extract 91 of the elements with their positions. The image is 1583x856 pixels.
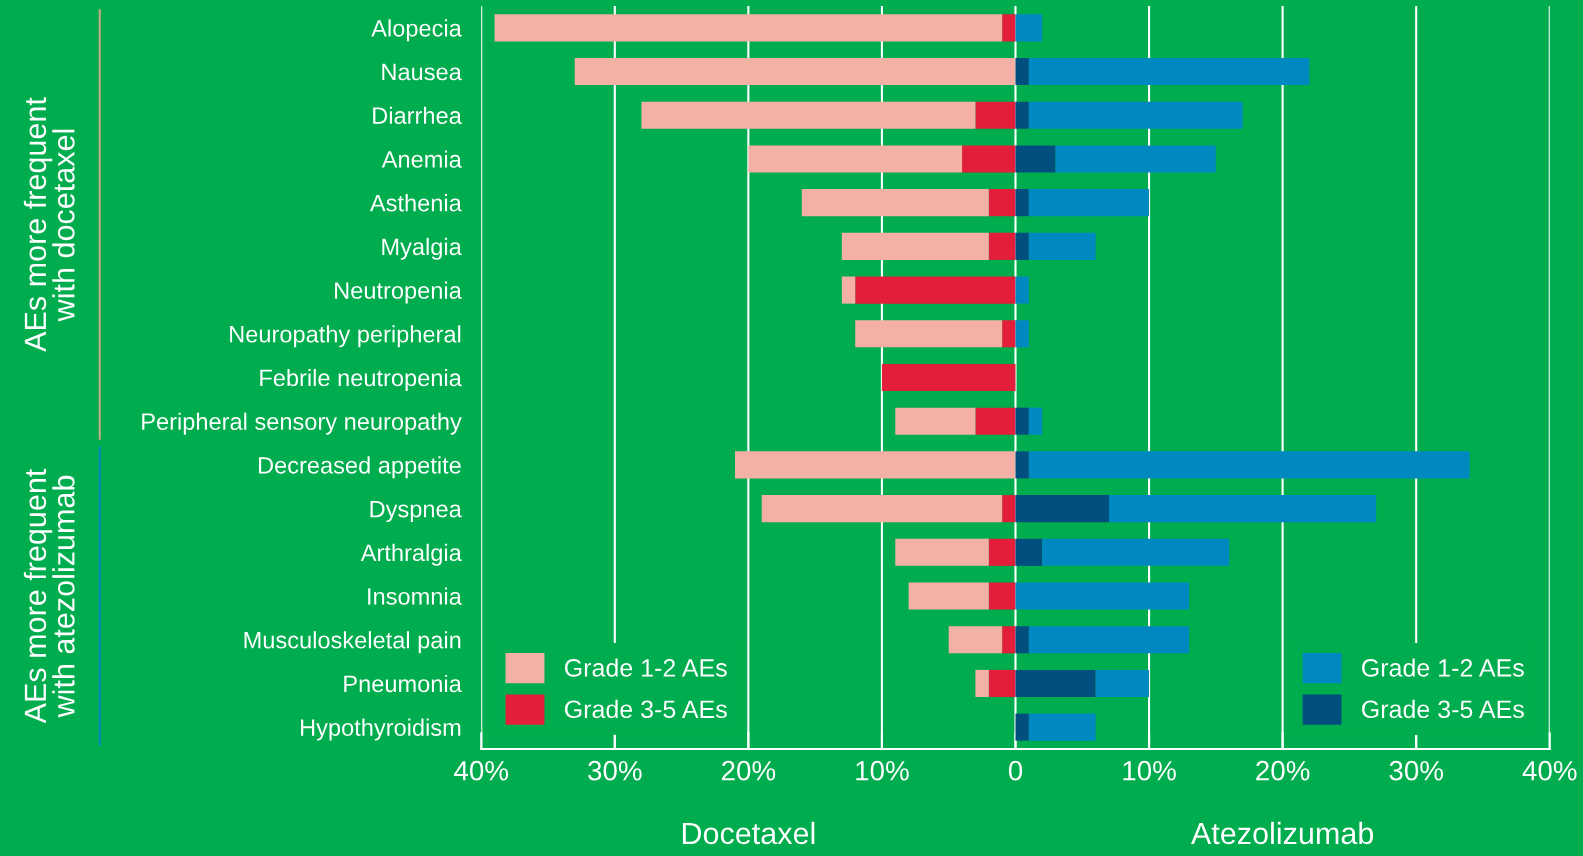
bar <box>1015 276 1029 304</box>
bar <box>1028 713 1096 741</box>
bar <box>1015 101 1029 129</box>
y-tick-label: Anemia <box>381 150 462 168</box>
bar <box>895 407 976 435</box>
bar <box>988 189 1016 217</box>
bar <box>1095 669 1150 697</box>
bar <box>1028 232 1096 260</box>
bar <box>988 232 1016 260</box>
text: AEs more frequent with docetaxel <box>23 97 75 352</box>
y-tick-label: Febrile neutropenia <box>260 368 462 391</box>
y-tick-label: Nausea <box>382 63 462 81</box>
bar <box>1028 189 1150 217</box>
bar <box>641 101 976 129</box>
x-tick-label: 30% <box>588 760 642 781</box>
bar <box>1015 713 1029 741</box>
bar <box>975 407 1016 435</box>
x-tick-label: 10% <box>856 760 909 781</box>
x-tick-label: 0 <box>1008 760 1023 781</box>
bar <box>1015 58 1029 86</box>
bar <box>1028 101 1243 129</box>
bar <box>908 582 989 610</box>
y-tick-label: Alopecia <box>371 19 462 42</box>
bar <box>881 363 1016 392</box>
bar <box>895 538 989 566</box>
bar <box>1002 495 1016 523</box>
y-tick-label: Decreased appetite <box>258 456 461 479</box>
bar <box>1055 145 1216 173</box>
x-tick-label: 30% <box>1389 760 1443 781</box>
bar <box>1002 14 1016 42</box>
x-tick-label: 40% <box>454 760 509 781</box>
bar <box>1015 626 1029 654</box>
y-tick-label: Arthralgia <box>360 543 462 566</box>
y-tick-label: Peripheral sensory neuropathy <box>142 412 462 435</box>
bar <box>1015 14 1043 42</box>
bar <box>1028 626 1190 654</box>
bar <box>1042 538 1230 566</box>
y-tick-label: Asthenia <box>369 194 462 212</box>
bar <box>948 626 1003 654</box>
y-tick-label: Neutropenia <box>335 281 462 304</box>
bar <box>975 669 989 697</box>
bar <box>761 495 1003 523</box>
x-tick-label: 40% <box>1522 760 1577 781</box>
bar <box>1015 189 1029 217</box>
x-tick-label: 20% <box>721 760 776 781</box>
bar <box>1028 407 1043 435</box>
y-tick-label: Musculoskeletal pain <box>244 631 461 654</box>
bar <box>1015 538 1043 566</box>
bar <box>1015 407 1029 435</box>
bar <box>1028 451 1470 479</box>
bar <box>1015 451 1029 479</box>
x-tick-label: 10% <box>1123 760 1176 781</box>
bar <box>841 232 989 260</box>
text: Atezolizumab <box>1190 821 1374 845</box>
text: AEs more frequent with atezolizumab <box>23 468 75 724</box>
y-tick-label: Neuropathy peripheral <box>230 325 461 348</box>
bar <box>1015 669 1096 697</box>
bar <box>855 276 1016 304</box>
bar <box>1028 58 1310 86</box>
y-tick-label: Pneumonia <box>344 674 462 693</box>
legend-label: Grade 1-2 AEs <box>1362 658 1524 677</box>
bar <box>574 58 1016 86</box>
bar <box>855 320 1003 348</box>
y-tick-label: Myalgia <box>382 237 462 260</box>
bar <box>494 14 1003 42</box>
bar <box>1015 320 1029 348</box>
bar <box>988 669 1016 697</box>
bar <box>748 145 963 173</box>
bar <box>841 276 856 304</box>
text: Docetaxel <box>682 821 815 845</box>
y-tick-label: Diarrhea <box>373 106 462 125</box>
legend-label: Grade 1-2 AEs <box>564 658 727 677</box>
y-tick-label: Insomnia <box>368 587 462 605</box>
bar <box>975 101 1016 129</box>
bar <box>1015 232 1029 260</box>
x-tick-label: 20% <box>1256 760 1310 781</box>
bar <box>962 145 1016 173</box>
bar <box>1108 495 1377 523</box>
bar <box>1015 495 1109 523</box>
bar <box>1015 145 1056 173</box>
legend-label: Grade 3-5 AEs <box>1362 699 1524 719</box>
bar <box>1002 626 1016 654</box>
y-tick-label: Dyspnea <box>370 500 462 523</box>
bar <box>988 582 1016 610</box>
bar <box>988 538 1016 566</box>
bar <box>1002 320 1016 348</box>
legend-label: Grade 3-5 AEs <box>564 699 727 719</box>
bar <box>735 451 1016 479</box>
y-tick-label: Hypothyroidism <box>301 718 461 741</box>
bar <box>1015 582 1190 610</box>
bar <box>801 189 989 217</box>
